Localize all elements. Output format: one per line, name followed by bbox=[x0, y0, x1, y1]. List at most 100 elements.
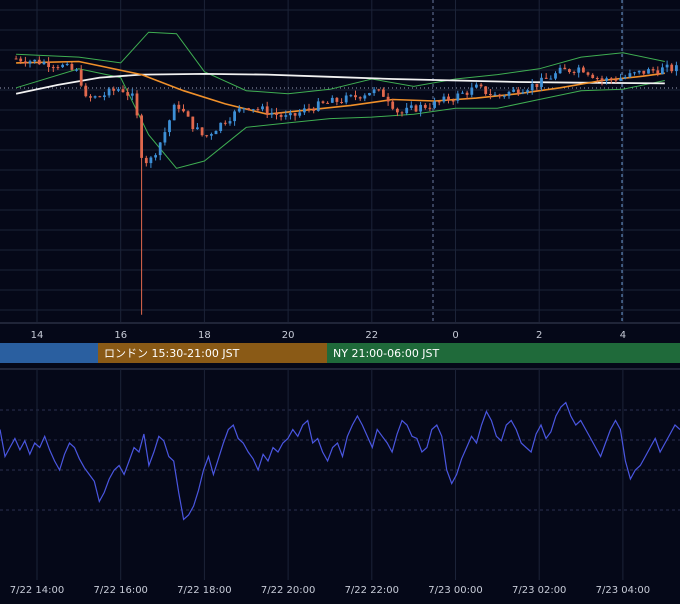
candle-body bbox=[470, 87, 474, 95]
candle-body bbox=[93, 96, 97, 98]
candle-body bbox=[79, 69, 83, 86]
candle-body bbox=[168, 120, 171, 133]
session-label: ロンドン 15:30-21:00 JST bbox=[104, 347, 240, 360]
candle-body bbox=[163, 132, 167, 143]
candle-body bbox=[307, 108, 311, 110]
candle-body bbox=[121, 89, 125, 93]
candle-body bbox=[349, 95, 353, 97]
candle-body bbox=[228, 121, 232, 124]
session-segment bbox=[0, 343, 98, 363]
candle-body bbox=[42, 61, 46, 65]
candle-body bbox=[242, 108, 246, 110]
candle-body bbox=[433, 101, 436, 108]
candle-body bbox=[186, 111, 190, 117]
candle-body bbox=[210, 134, 213, 136]
indicator-x-tick-label: 7/22 22:00 bbox=[345, 585, 399, 596]
candle-body bbox=[214, 131, 218, 135]
candle-body bbox=[293, 113, 297, 116]
bollinger-lower-line bbox=[15, 68, 665, 169]
candle-body bbox=[377, 89, 381, 91]
candle-body bbox=[275, 112, 278, 115]
candle-body bbox=[605, 78, 608, 81]
session-label: NY 21:00-06:00 JST bbox=[333, 347, 440, 360]
candle-body bbox=[344, 95, 348, 103]
candle-body bbox=[554, 73, 557, 79]
candle-body bbox=[205, 135, 209, 137]
candle-body bbox=[382, 89, 385, 97]
candle-body bbox=[461, 92, 464, 94]
candle-body bbox=[405, 107, 409, 114]
candle-body bbox=[279, 114, 283, 117]
candle-body bbox=[144, 157, 148, 164]
candle-body bbox=[409, 105, 413, 108]
candle-body bbox=[135, 93, 139, 116]
candle-body bbox=[568, 69, 571, 72]
candle-body bbox=[265, 106, 269, 115]
candle-body bbox=[670, 64, 674, 72]
candle-body bbox=[521, 92, 525, 94]
candle-body bbox=[647, 69, 650, 74]
candle-body bbox=[600, 78, 604, 81]
candle-body bbox=[437, 101, 441, 103]
candle-body bbox=[386, 96, 390, 102]
candle-body bbox=[158, 142, 162, 156]
session-segment bbox=[327, 343, 680, 363]
candle-body bbox=[442, 96, 446, 102]
candles bbox=[14, 55, 678, 315]
candle-body bbox=[103, 95, 106, 97]
candle-body bbox=[130, 93, 134, 96]
candle-body bbox=[28, 61, 32, 64]
candle-body bbox=[628, 73, 632, 77]
price-x-tick-label: 18 bbox=[198, 330, 211, 341]
price-x-tick-label: 4 bbox=[620, 330, 626, 341]
candle-body bbox=[540, 77, 543, 87]
candle-body bbox=[447, 96, 450, 101]
indicator-line bbox=[0, 401, 680, 521]
session-segment bbox=[98, 343, 327, 363]
candle-body bbox=[56, 67, 60, 69]
candle-body bbox=[312, 108, 316, 111]
price-panel-background bbox=[0, 0, 680, 322]
candle-body bbox=[330, 97, 334, 103]
indicator-panel: 7/22 14:00 7/22 16:00 7/22 18:00 7/22 20:00… bbox=[0, 368, 680, 596]
candle-body bbox=[340, 102, 343, 103]
candle-body bbox=[400, 112, 404, 114]
indicator-x-tick-label: 7/22 16:00 bbox=[93, 585, 147, 596]
candle-body bbox=[633, 72, 636, 74]
candle-body bbox=[19, 58, 23, 62]
candle-body bbox=[507, 91, 511, 96]
candle-body bbox=[591, 74, 595, 78]
price-x-tick-label: 16 bbox=[114, 330, 127, 341]
candle-body bbox=[223, 122, 227, 124]
session-bar: ロンドン 15:30-21:00 JST NY 21:00-06:00 JST bbox=[0, 343, 680, 363]
indicator-series bbox=[0, 401, 680, 521]
candle-body bbox=[233, 111, 236, 122]
price-grid bbox=[0, 0, 680, 322]
candle-body bbox=[261, 106, 264, 110]
indicator-x-tick-label: 7/23 02:00 bbox=[512, 585, 566, 596]
candle-body bbox=[33, 59, 37, 62]
candle-body bbox=[298, 112, 302, 116]
moving-averages bbox=[15, 60, 665, 116]
indicator-x-axis: 7/22 14:00 7/22 16:00 7/22 18:00 7/22 20:00… bbox=[10, 585, 650, 596]
candle-body bbox=[117, 89, 120, 91]
candle-body bbox=[219, 122, 223, 131]
candle-body bbox=[363, 95, 367, 99]
candle-body bbox=[140, 115, 143, 158]
candle-body bbox=[428, 107, 432, 109]
candle-body bbox=[149, 157, 153, 164]
indicator-x-tick-label: 7/22 20:00 bbox=[261, 585, 315, 596]
candle-body bbox=[549, 78, 553, 80]
bollinger-upper-line bbox=[16, 31, 665, 95]
candle-body bbox=[642, 70, 646, 74]
indicator-x-tick-label: 7/23 00:00 bbox=[428, 585, 482, 596]
candle-body bbox=[414, 105, 418, 112]
candle-body bbox=[256, 109, 260, 111]
candle-body bbox=[316, 101, 320, 111]
candle-body bbox=[70, 64, 74, 70]
candle-body bbox=[498, 94, 502, 97]
candle-body bbox=[651, 69, 655, 71]
price-markers bbox=[0, 0, 680, 322]
candle-body bbox=[396, 108, 399, 113]
